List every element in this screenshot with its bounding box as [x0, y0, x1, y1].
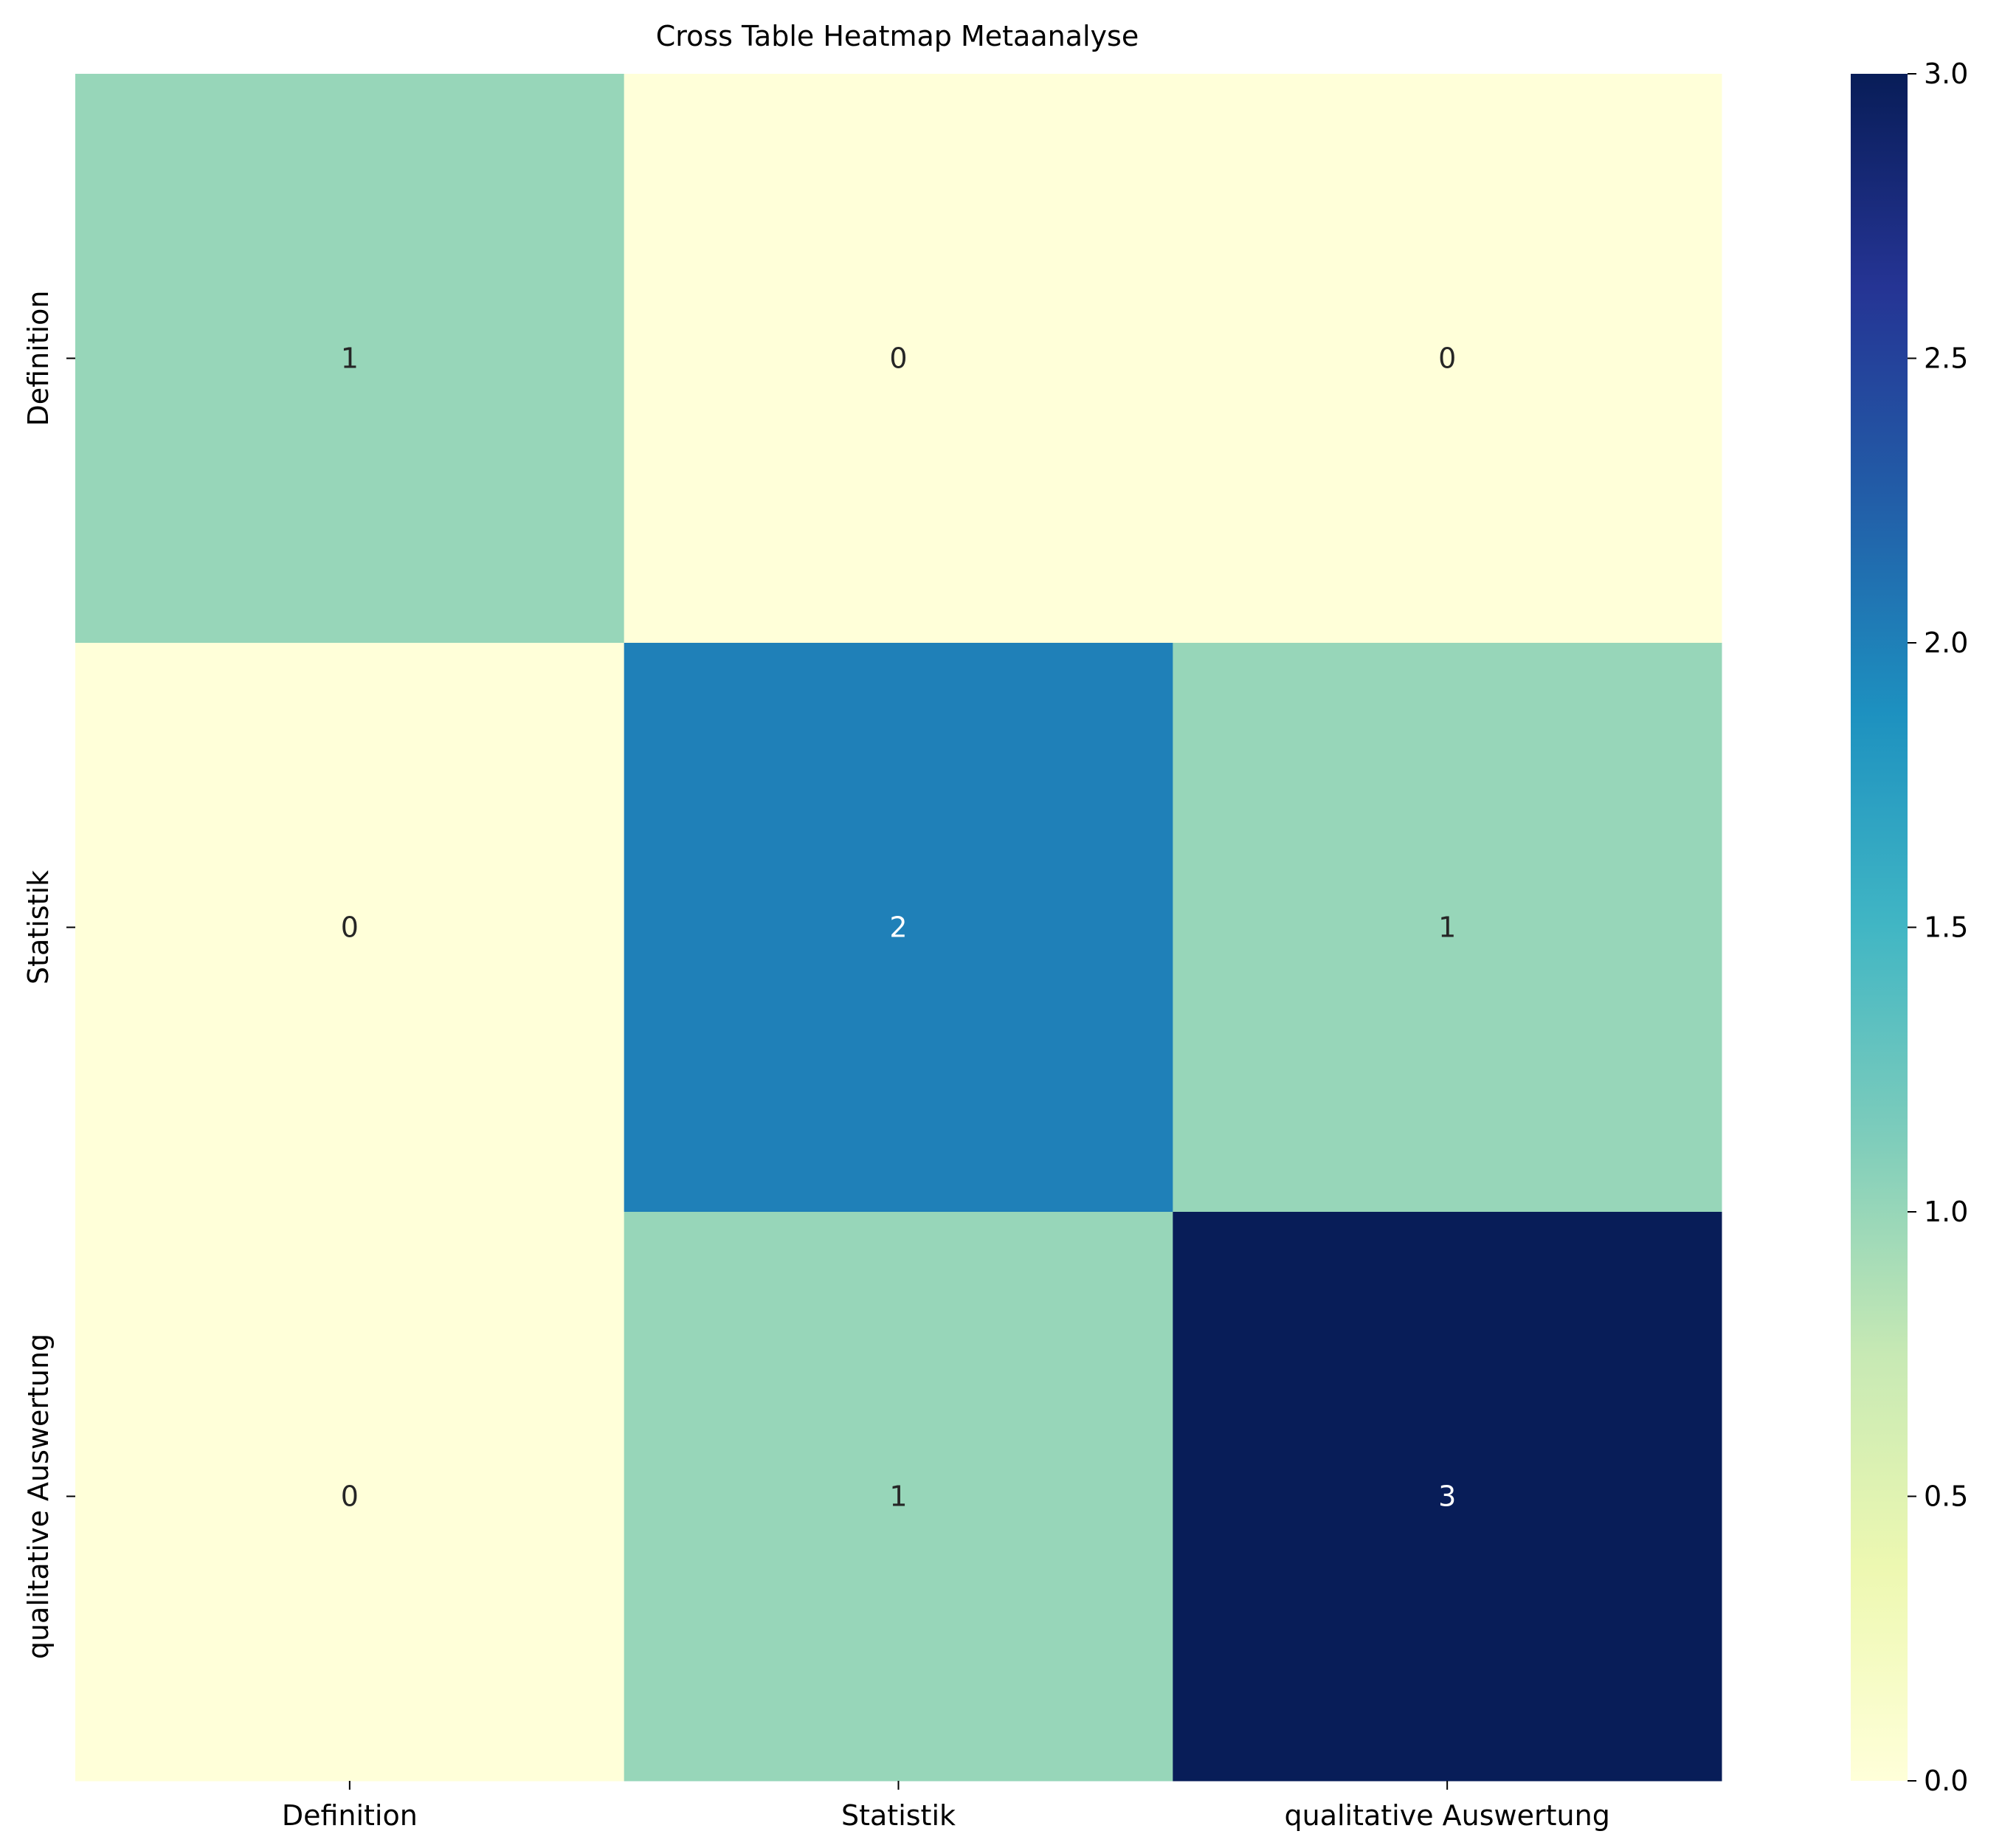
colorbar-tick-label: 0.0: [1924, 1765, 1968, 1797]
heatmap-cell: [1173, 74, 1722, 644]
colorbar-tick-label: 0.5: [1924, 1480, 1968, 1513]
cell-value-label: 0: [341, 1480, 359, 1513]
heatmap-cell: [1173, 1212, 1722, 1782]
cell-value-label: 1: [1438, 911, 1456, 944]
x-tick-label: Statistik: [841, 1799, 956, 1832]
cell-value-label: 1: [889, 1480, 907, 1513]
x-tick-label: qualitative Auswertung: [1284, 1799, 1609, 1832]
cell-value-label: 0: [341, 911, 359, 944]
heatmap-cell: [624, 1212, 1173, 1782]
x-axis: Definition Statistik qualitative Auswertun…: [282, 1781, 1610, 1832]
heatmap-cell: [1173, 643, 1722, 1213]
heatmap-cell: [75, 643, 625, 1213]
heatmap-cells: [75, 74, 1722, 1782]
heatmap-cell: [75, 1212, 625, 1782]
heatmap-cell: [624, 643, 1173, 1213]
cell-value-label: 1: [341, 342, 359, 375]
heatmap-cell: [624, 74, 1173, 644]
colorbar-tick-label: 3.0: [1924, 58, 1968, 90]
cell-value-label: 2: [889, 911, 907, 944]
colorbar: [1851, 74, 1908, 1781]
cell-value-label: 0: [1438, 342, 1456, 375]
colorbar-tick-label: 2.5: [1924, 342, 1968, 375]
x-tick-label: Definition: [282, 1799, 418, 1832]
y-tick-label: Statistik: [22, 870, 55, 985]
colorbar-tick-label: 1.0: [1924, 1196, 1968, 1228]
chart-title: Cross Table Heatmap Metaanalyse: [656, 20, 1139, 52]
heatmap-cell-labels: 1 0 0 0 2 1 0 1 3: [341, 342, 1457, 1513]
y-tick-label: qualitative Auswertung: [22, 1334, 55, 1659]
colorbar-tick-label: 1.5: [1924, 911, 1968, 944]
colorbar-scale: [1851, 74, 1908, 1781]
cell-value-label: 3: [1438, 1480, 1456, 1513]
colorbar-tick-label: 2.0: [1924, 627, 1968, 659]
cell-value-label: 0: [889, 342, 907, 375]
y-tick-label: Definition: [22, 290, 55, 426]
y-axis: Definition Statistik qualitative Auswertun…: [22, 290, 75, 1659]
heatmap-cell: [75, 74, 625, 644]
colorbar-ticks: 0.0 0.5 1.0 1.5 2.0 2.5 3.0: [1908, 58, 1968, 1797]
